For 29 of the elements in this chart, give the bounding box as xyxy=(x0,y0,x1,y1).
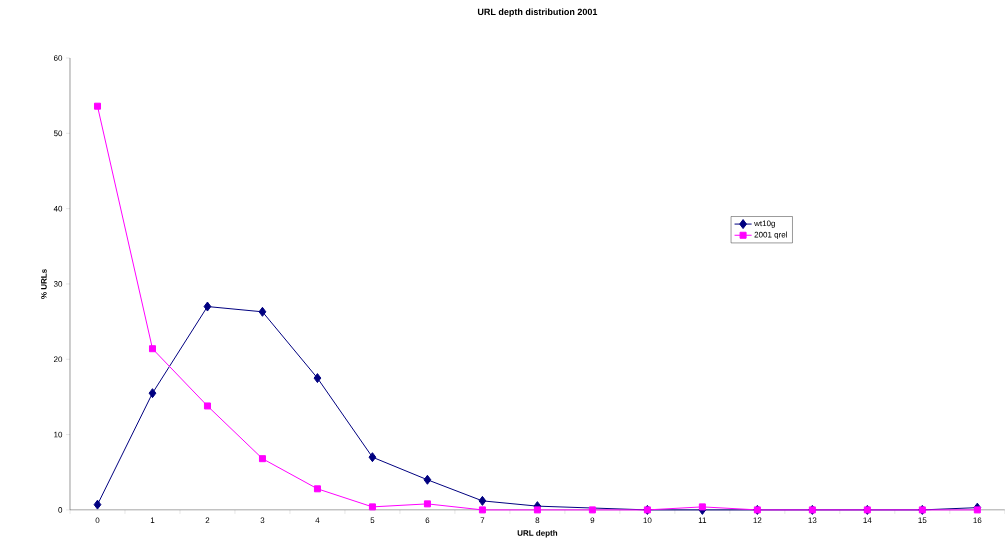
x-tick-label: 7 xyxy=(480,517,485,523)
x-tick-label: 10 xyxy=(643,517,652,524)
x-tick-label: 5 xyxy=(370,517,375,524)
y-tick-label: 20 xyxy=(53,356,63,363)
x-tick-label: 9 xyxy=(590,517,595,524)
y-tick-label: 40 xyxy=(53,205,63,212)
x-tick-label: 4 xyxy=(315,517,320,523)
y-tick-label: 60 xyxy=(53,55,63,61)
legend-label: wt10g xyxy=(754,220,775,228)
x-tick-label: 3 xyxy=(260,517,265,524)
y-tick-label: 30 xyxy=(53,281,63,287)
y-tick-label: 0 xyxy=(58,507,63,513)
chart-title: URL depth distribution 2001 xyxy=(477,8,598,17)
x-tick-label: 16 xyxy=(973,517,982,524)
y-tick-label: 10 xyxy=(54,431,63,438)
x-tick-label: 14 xyxy=(863,517,872,523)
x-tick-label: 0 xyxy=(95,517,100,524)
x-tick-label: 1 xyxy=(150,517,155,523)
x-tick-label: 15 xyxy=(918,517,927,524)
x-tick-label: 8 xyxy=(535,517,540,524)
x-tick-label: 2 xyxy=(205,517,210,524)
x-tick-label: 6 xyxy=(425,517,430,524)
x-tick-label: 11 xyxy=(698,517,707,523)
x-tick-label: 13 xyxy=(808,517,817,524)
y-tick-label: 50 xyxy=(53,130,63,137)
x-tick-label: 12 xyxy=(753,517,762,524)
legend-label: 2001 qrel xyxy=(754,231,787,240)
x-axis-title: URL depth xyxy=(517,530,558,538)
y-axis-title: % URLs xyxy=(41,269,47,299)
